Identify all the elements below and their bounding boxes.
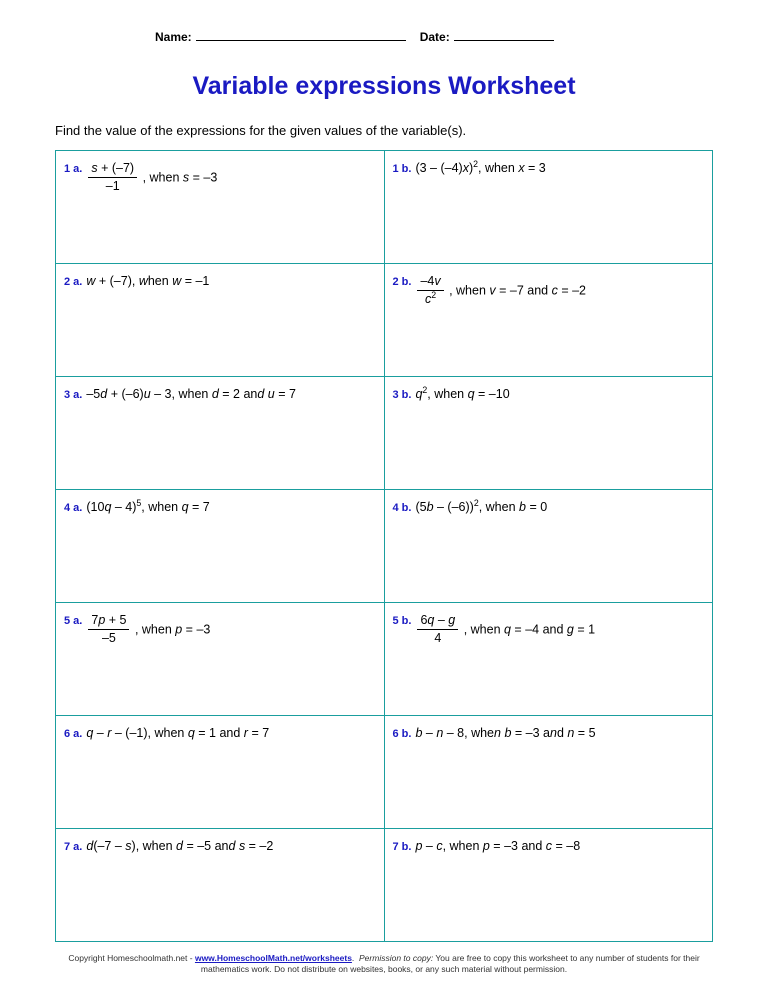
date-blank[interactable] (454, 40, 554, 41)
problem-cell: 3 a. –5d + (–6)u – 3, when d = 2 and u = … (56, 377, 385, 490)
problem-condition: , when p = –3 and c = –8 (443, 839, 581, 853)
problem-number: 1 a. (64, 163, 82, 175)
problem-expression: (10q – 4)5, when q = 7 (86, 500, 209, 514)
problem-expression: –5d + (–6)u – 3, when d = 2 and u = 7 (86, 387, 296, 401)
problem-number: 7 a. (64, 841, 82, 853)
footer-link[interactable]: www.HomeschoolMath.net/worksheets (195, 953, 352, 963)
problem-expression: 6q – g4 , when q = –4 and g = 1 (415, 613, 595, 646)
expression-text: d(–7 – s) (86, 839, 135, 853)
problem-expression: (5b – (–6))2, when b = 0 (415, 500, 547, 514)
expression-text: q – r – (–1) (86, 726, 147, 740)
fraction-bot: 4 (417, 630, 458, 646)
problem-cell: 7 b.p – c, when p = –3 and c = –8 (384, 829, 713, 942)
problem-number: 7 b. (393, 841, 412, 853)
problem-cell: 5 b.6q – g4 , when q = –4 and g = 1 (384, 603, 713, 716)
footer-perm-label: Permission to copy: (359, 953, 433, 963)
problem-condition: , when p = –3 (131, 623, 210, 637)
problem-cell: 2 b.–4vc2 , when v = –7 and c = –2 (384, 264, 713, 377)
expression-text: b – n – 8 (415, 726, 464, 740)
fraction-top: –4v (417, 274, 443, 291)
problem-cell: 5 a. 7p + 5–5 , when p = –3 (56, 603, 385, 716)
fraction-bot: –5 (88, 630, 129, 646)
problem-number: 4 b. (393, 502, 412, 514)
worksheet-title: Variable expressions Worksheet (55, 72, 713, 101)
problem-cell: 4 a. (10q – 4)5, when q = 7 (56, 490, 385, 603)
problem-cell: 6 a. q – r – (–1), when q = 1 and r = 7 (56, 716, 385, 829)
problem-number: 3 b. (393, 389, 412, 401)
name-blank[interactable] (196, 40, 406, 41)
expression-text: –5d + (–6)u – 3 (86, 387, 171, 401)
problem-cell: 1 a. s + (–7)–1 , when s = –3 (56, 151, 385, 264)
problem-condition: , when d = –5 and s = –2 (136, 839, 274, 853)
problem-number: 2 a. (64, 276, 82, 288)
problem-condition: , when v = –7 and c = –2 (446, 284, 586, 298)
problem-expression: d(–7 – s), when d = –5 and s = –2 (86, 839, 273, 853)
instructions: Find the value of the expressions for th… (55, 123, 713, 138)
fraction: 6q – g4 (417, 613, 458, 646)
footer: Copyright Homeschoolmath.net - www.Homes… (55, 953, 713, 975)
problem-cell: 6 b.b – n – 8, when b = –3 and n = 5 (384, 716, 713, 829)
problems-table: 1 a. s + (–7)–1 , when s = –3 1 b.(3 – (–4… (55, 150, 713, 942)
date-label: Date: (420, 30, 450, 44)
fraction-top: 7p + 5 (88, 613, 129, 630)
problem-expression: b – n – 8, when b = –3 and n = 5 (415, 726, 595, 740)
problem-condition: , when q = 7 (141, 500, 209, 514)
problem-expression: p – c, when p = –3 and c = –8 (415, 839, 580, 853)
problem-expression: –4vc2 , when v = –7 and c = –2 (415, 274, 586, 307)
problem-expression: (3 – (–4)x)2, when x = 3 (415, 161, 545, 175)
fraction: 7p + 5–5 (88, 613, 129, 646)
header-line: Name: Date: (55, 30, 713, 44)
expression-text: (10q – 4)5 (86, 500, 141, 514)
problem-condition: , when b = –3 and n = 5 (464, 726, 595, 740)
problem-condition: , when q = –10 (427, 387, 509, 401)
expression-text: q2 (415, 387, 427, 401)
problem-number: 3 a. (64, 389, 82, 401)
problem-condition: , when x = 3 (478, 161, 546, 175)
problem-number: 2 b. (393, 276, 412, 288)
problem-number: 5 a. (64, 615, 82, 627)
expression-text: w + (–7) (86, 274, 132, 288)
problem-cell: 2 a. w + (–7), when w = –1 (56, 264, 385, 377)
problem-expression: w + (–7), when w = –1 (86, 274, 209, 288)
problem-number: 4 a. (64, 502, 82, 514)
problem-expression: 7p + 5–5 , when p = –3 (86, 613, 210, 646)
problem-condition: , when s = –3 (139, 171, 217, 185)
problem-expression: q – r – (–1), when q = 1 and r = 7 (86, 726, 269, 740)
problem-condition: , when w = –1 (132, 274, 210, 288)
fraction-top: s + (–7) (88, 161, 137, 178)
worksheet-page: Name: Date: Variable expressions Workshe… (0, 0, 768, 942)
expression-text: (3 – (–4)x)2 (415, 161, 478, 175)
problem-cell: 4 b.(5b – (–6))2, when b = 0 (384, 490, 713, 603)
expression-text: (5b – (–6))2 (415, 500, 478, 514)
fraction: –4vc2 (417, 274, 443, 307)
problem-condition: , when d = 2 and u = 7 (172, 387, 296, 401)
problem-condition: , when b = 0 (479, 500, 547, 514)
footer-pre: Copyright Homeschoolmath.net - (68, 953, 195, 963)
name-label: Name: (155, 30, 192, 44)
problem-cell: 1 b.(3 – (–4)x)2, when x = 3 (384, 151, 713, 264)
problem-number: 5 b. (393, 615, 412, 627)
expression-text: p – c (415, 839, 442, 853)
problem-number: 6 a. (64, 728, 82, 740)
problem-cell: 7 a. d(–7 – s), when d = –5 and s = –2 (56, 829, 385, 942)
problem-condition: , when q = 1 and r = 7 (148, 726, 270, 740)
problem-condition: , when q = –4 and g = 1 (460, 623, 595, 637)
problem-expression: s + (–7)–1 , when s = –3 (86, 161, 217, 194)
problem-expression: q2, when q = –10 (415, 387, 509, 401)
fraction: s + (–7)–1 (88, 161, 137, 194)
problem-cell: 3 b.q2, when q = –10 (384, 377, 713, 490)
problem-number: 6 b. (393, 728, 412, 740)
problem-number: 1 b. (393, 163, 412, 175)
fraction-top: 6q – g (417, 613, 458, 630)
fraction-bot: c2 (417, 291, 443, 307)
fraction-bot: –1 (88, 178, 137, 194)
